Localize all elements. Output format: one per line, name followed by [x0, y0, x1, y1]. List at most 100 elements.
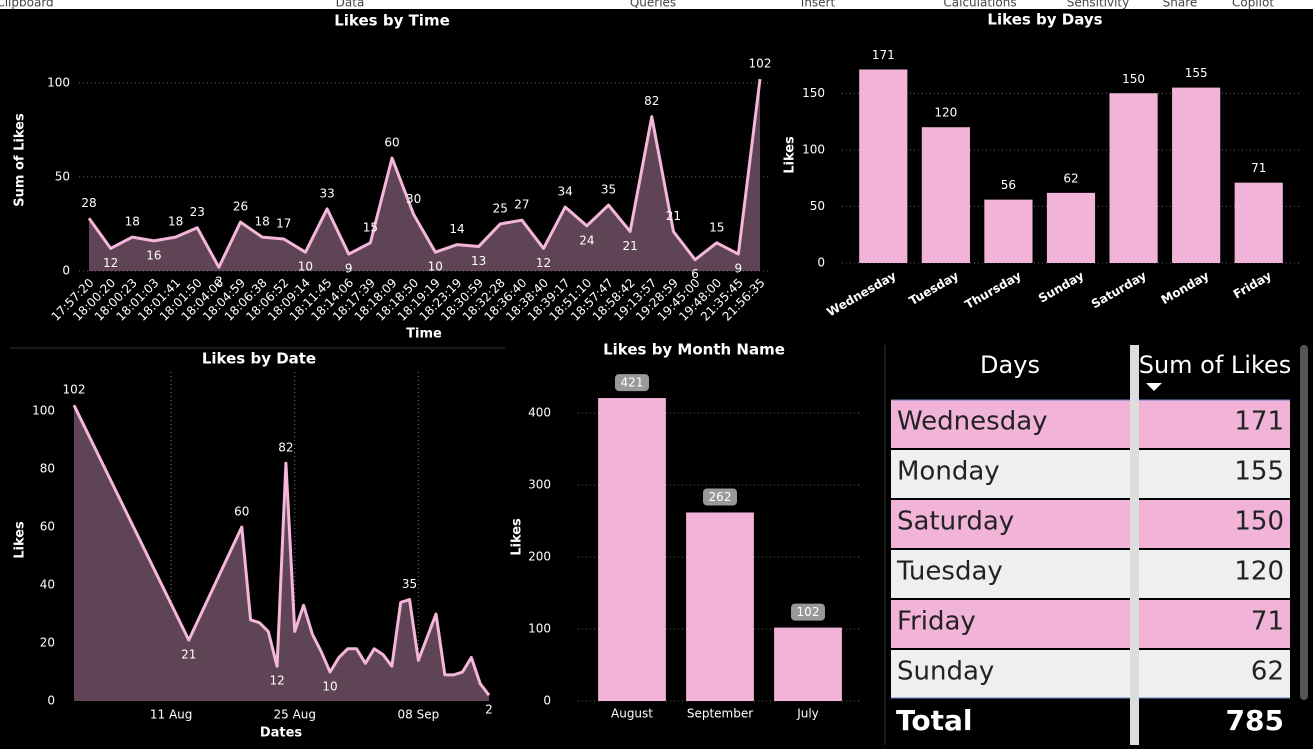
y-tick-label: 100	[802, 142, 825, 156]
column-divider	[1130, 345, 1139, 745]
bar[interactable]	[859, 69, 908, 264]
area-line	[87, 78, 762, 269]
data-label-box	[615, 374, 649, 392]
data-label: 25	[493, 201, 508, 215]
data-label: 21	[181, 648, 196, 662]
table-row[interactable]	[891, 500, 1290, 548]
data-label: 28	[81, 196, 96, 210]
data-label: 12	[269, 674, 284, 688]
y-tick-label: 400	[528, 406, 551, 420]
bar[interactable]	[1172, 87, 1221, 264]
data-label: 21	[622, 239, 637, 253]
bar[interactable]	[774, 627, 842, 701]
ribbon-label[interactable]: Clipboard	[0, 0, 54, 10]
data-label: 62	[1063, 171, 1078, 185]
table-cell: Tuesday	[896, 557, 1003, 587]
table-cell: 120	[1234, 557, 1284, 587]
bar[interactable]	[686, 512, 754, 701]
data-label: 10	[428, 260, 443, 274]
data-label: 2	[215, 275, 223, 289]
table-cell: Wednesday	[897, 407, 1048, 437]
x-axis-label: Time	[406, 327, 442, 342]
ribbon-label[interactable]: Insert	[801, 0, 836, 10]
chart-title: Likes by Date	[202, 350, 316, 368]
x-tick-label: August	[611, 707, 653, 721]
ribbon-label[interactable]: Copilot	[1232, 0, 1274, 10]
column-header[interactable]: Sum of Likes	[1139, 351, 1292, 379]
data-label: 10	[298, 260, 313, 274]
data-label: 23	[190, 205, 205, 219]
y-axis-label: Likes	[510, 518, 525, 556]
data-label: 155	[1185, 66, 1208, 80]
x-axis-label: Dates	[260, 726, 303, 741]
total-label: Total	[896, 704, 973, 737]
table-row[interactable]	[891, 550, 1290, 598]
bar[interactable]	[1234, 182, 1283, 263]
data-label: 9	[345, 262, 353, 276]
table-cell: 71	[1251, 607, 1284, 637]
y-axis-label: Likes	[783, 136, 798, 174]
y-tick-label: 0	[543, 694, 551, 708]
table-cell: 171	[1234, 407, 1284, 437]
x-tick-label: 08 Sep	[398, 708, 440, 722]
data-label: 18	[168, 215, 183, 229]
data-label: 171	[872, 48, 895, 62]
bar[interactable]	[1109, 93, 1158, 264]
y-tick-label: 60	[40, 520, 55, 534]
data-label: 33	[319, 186, 334, 200]
y-tick-label: 50	[810, 199, 825, 213]
data-label: 102	[63, 383, 86, 397]
data-label: 26	[233, 200, 248, 214]
y-tick-label: 200	[528, 550, 551, 564]
data-label: 60	[234, 505, 249, 519]
chart-title: Likes by Days	[987, 11, 1102, 29]
sort-arrow[interactable]	[1146, 383, 1162, 391]
ribbon-strip	[0, 0, 1313, 9]
data-label: 421	[621, 376, 644, 390]
y-tick-label: 300	[528, 478, 551, 492]
ribbon-label[interactable]: Calculations	[943, 0, 1016, 10]
bar[interactable]	[984, 199, 1033, 263]
total-value: 785	[1226, 704, 1284, 737]
chart-title: Likes by Month Name	[603, 341, 785, 359]
table-cell: 155	[1234, 457, 1284, 487]
data-label: 56	[1001, 178, 1016, 192]
bar[interactable]	[598, 398, 666, 701]
table-row[interactable]	[891, 450, 1290, 498]
data-label: 15	[363, 220, 378, 234]
x-tick-label: 25 Aug	[273, 708, 316, 722]
ribbon-label[interactable]: Data	[336, 0, 365, 10]
y-tick-label: 0	[817, 256, 825, 270]
table-row[interactable]	[891, 400, 1290, 448]
data-label: 10	[322, 680, 337, 694]
area-fill	[74, 405, 489, 701]
x-tick-label: September	[687, 707, 753, 721]
data-label: 6	[691, 267, 699, 281]
data-label: 9	[735, 262, 743, 276]
data-label: 102	[749, 57, 772, 71]
y-tick-label: 80	[40, 462, 55, 476]
data-label: 150	[1122, 72, 1145, 86]
ribbon-label[interactable]: Share	[1163, 0, 1198, 10]
y-axis-label: Sum of Likes	[13, 113, 28, 207]
y-tick-label: 100	[32, 404, 55, 418]
ribbon-label[interactable]: Sensitivity	[1067, 0, 1129, 10]
bar[interactable]	[921, 127, 970, 263]
data-label: 35	[601, 183, 616, 197]
data-label: 34	[558, 185, 573, 199]
table-row[interactable]	[891, 600, 1290, 648]
ribbon-label[interactable]: Queries	[630, 0, 676, 10]
y-tick-label: 40	[40, 578, 55, 592]
bar[interactable]	[1046, 192, 1096, 263]
data-label: 71	[1251, 161, 1266, 175]
y-tick-label: 0	[47, 694, 55, 708]
column-header: Days	[980, 351, 1040, 379]
area-fill	[89, 79, 760, 272]
table-cell: Monday	[897, 457, 1000, 487]
scrollbar[interactable]	[1300, 345, 1308, 700]
data-label: 82	[644, 94, 659, 108]
table-row[interactable]	[891, 650, 1290, 698]
y-tick-label: 100	[528, 622, 551, 636]
data-label-box	[791, 603, 825, 621]
